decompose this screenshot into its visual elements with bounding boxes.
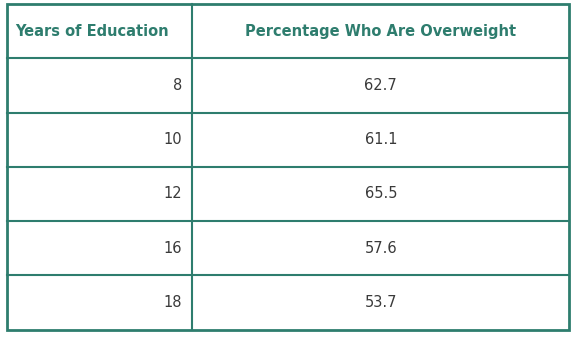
Text: 53.7: 53.7 bbox=[365, 295, 397, 310]
Text: Percentage Who Are Overweight: Percentage Who Are Overweight bbox=[245, 24, 516, 39]
Text: 18: 18 bbox=[164, 295, 182, 310]
Text: 12: 12 bbox=[164, 187, 182, 201]
Text: 62.7: 62.7 bbox=[365, 78, 397, 93]
Text: 57.6: 57.6 bbox=[365, 241, 397, 256]
Text: 16: 16 bbox=[164, 241, 182, 256]
Text: 8: 8 bbox=[173, 78, 182, 93]
Text: 10: 10 bbox=[164, 132, 182, 147]
Text: 61.1: 61.1 bbox=[365, 132, 397, 147]
Text: 65.5: 65.5 bbox=[365, 187, 397, 201]
Text: Years of Education: Years of Education bbox=[16, 24, 169, 39]
